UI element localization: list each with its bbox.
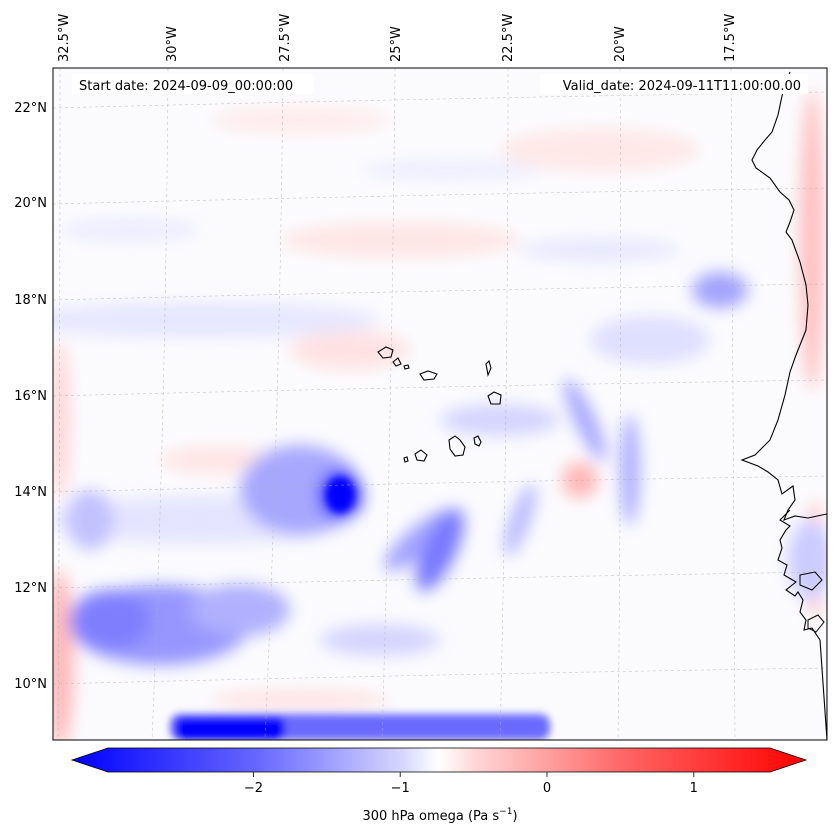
map-frame [52,67,828,741]
colorbar-tick-label: −2 [244,781,263,796]
colorbar-tick-label: −1 [391,781,410,796]
lat-label: 16°N [14,389,47,404]
lon-label: 20°W [613,26,628,62]
cape-verde-islands-icon [377,346,502,463]
omega-field [53,68,827,740]
colorbar-ticks: −2−1012 [244,772,837,796]
colorbar-body [70,747,808,773]
lat-label: 20°N [14,196,47,211]
latitude-labels: 22°N 20°N 18°N 16°N 14°N 12°N 10°N [14,101,47,692]
colorbar-tick-label: 0 [543,781,551,796]
lon-label: 30°W [165,26,180,62]
lat-label: 14°N [14,485,47,500]
west-africa-coastline-icon [740,71,827,740]
lat-label: 12°N [14,581,47,596]
lat-label: 10°N [14,677,47,692]
lon-label: 17.5°W [723,14,738,62]
lon-label: 32.5°W [57,14,72,62]
lat-label: 18°N [14,293,47,308]
valid-date-label: Valid_date: 2024-09-11T11:00:00.00 [563,79,801,94]
lat-label: 22°N [14,101,47,116]
lon-label: 27.5°W [278,14,293,62]
colorbar-tick-label: 1 [690,781,698,796]
longitude-labels: 32.5°W 30°W 27.5°W 25°W 22.5°W 20°W 17.5… [57,14,738,62]
colorbar-label: 300 hPa omega (Pa s−1) [362,807,517,824]
date-labels: Start date: 2024-09-09_00:00:00 Valid_da… [72,74,808,94]
colorbar: −2−1012 300 hPa omega (Pa s−1) [70,747,837,824]
graticule [53,68,827,740]
lon-label: 22.5°W [501,14,516,62]
start-date-label: Start date: 2024-09-09_00:00:00 [79,79,293,94]
lon-label: 25°W [389,26,404,62]
